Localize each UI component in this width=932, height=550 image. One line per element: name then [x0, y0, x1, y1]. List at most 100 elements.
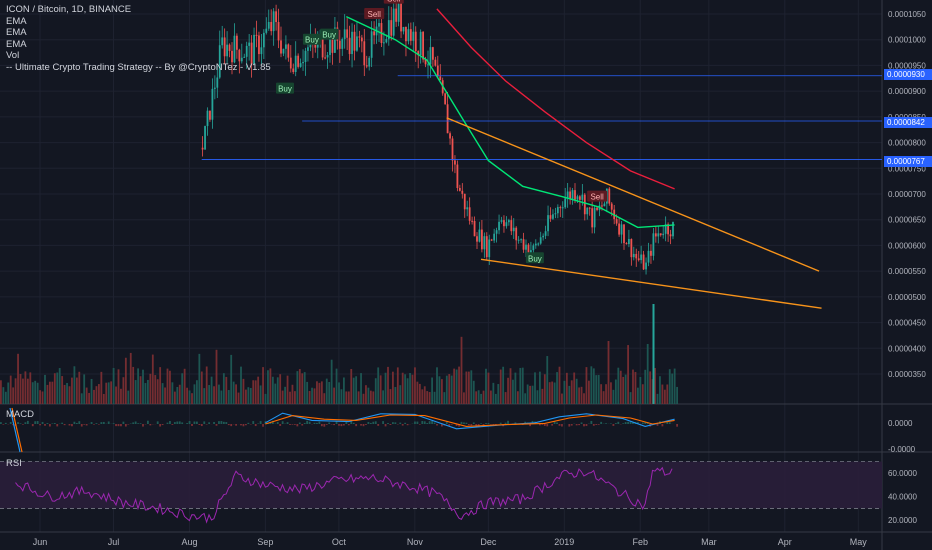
macd-histogram-bar	[83, 424, 86, 425]
volume-bar	[661, 384, 664, 404]
macd-histogram-bar	[492, 424, 495, 425]
candle-body	[451, 138, 454, 161]
legend-volume[interactable]: Vol	[6, 50, 20, 61]
volume-bar	[237, 392, 240, 404]
macd-histogram-bar	[306, 420, 309, 424]
candle-body	[449, 133, 451, 139]
macd-histogram-bar	[637, 422, 639, 424]
volume-bar	[218, 384, 220, 404]
macd-histogram-bar	[303, 422, 306, 424]
candle-body	[642, 254, 645, 270]
candle-body	[201, 147, 204, 150]
macd-histogram-bar	[463, 422, 465, 424]
macd-histogram-bar	[585, 424, 588, 427]
macd-histogram-bar	[406, 424, 409, 426]
macd-histogram-bar	[318, 421, 321, 424]
candle-body	[539, 237, 542, 244]
candle-body	[307, 47, 309, 51]
macd-histogram-bar	[147, 420, 149, 424]
volume-bar	[124, 357, 127, 404]
ema-fast-line	[346, 15, 675, 229]
macd-histogram-bar	[19, 423, 22, 424]
volume-bar	[0, 380, 2, 404]
candle-body	[640, 254, 643, 261]
candle-body	[554, 213, 557, 215]
volume-bar	[264, 393, 267, 404]
volume-bar	[36, 382, 39, 404]
volume-bar	[423, 386, 426, 404]
legend-ema-1[interactable]: EMA	[6, 15, 27, 27]
macd-histogram-bar	[362, 424, 365, 427]
rsi-pane-label[interactable]: RSI	[6, 458, 22, 469]
volume-bar	[306, 381, 309, 404]
volume-bar	[252, 380, 255, 404]
candle-body	[637, 258, 640, 261]
price-axis-label: 0.0000700	[888, 190, 926, 199]
macd-histogram-bar	[458, 424, 460, 427]
macd-histogram-bar	[193, 421, 196, 424]
volume-bar	[453, 368, 456, 404]
candle-body	[488, 239, 491, 258]
volume-bar	[362, 393, 365, 404]
macd-histogram-bar	[80, 424, 83, 427]
candle-body	[218, 45, 221, 78]
macd-histogram-bar	[656, 424, 659, 426]
macd-histogram-bar	[333, 424, 335, 426]
volume-bar	[524, 393, 527, 404]
macd-histogram-bar	[93, 424, 95, 425]
candle-body	[603, 203, 606, 207]
volume-bar	[215, 349, 218, 404]
macd-histogram-bar	[203, 421, 206, 424]
macd-pane-label[interactable]: MACD	[6, 409, 34, 420]
candle-body	[267, 21, 270, 29]
macd-histogram-bar	[17, 422, 19, 424]
volume-bar	[291, 384, 294, 404]
volume-bar	[107, 382, 110, 404]
legend-symbol[interactable]: ICON / Bitcoin, 1D, BINANCE	[6, 4, 132, 15]
macd-histogram-bar	[279, 424, 282, 426]
macd-histogram-bar	[448, 424, 451, 427]
macd-histogram-bar	[676, 424, 678, 427]
macd-histogram-bar	[377, 424, 380, 426]
legend-strategy[interactable]: -- Ultimate Crypto Trading Strategy -- B…	[6, 61, 271, 73]
volume-bar	[161, 383, 164, 404]
volume-bar	[254, 380, 257, 404]
volume-bar	[298, 369, 301, 404]
macd-histogram-bar	[328, 422, 331, 424]
candle-body	[414, 31, 417, 52]
candle-body	[407, 29, 410, 42]
macd-histogram-bar	[612, 424, 615, 426]
macd-histogram-bar	[475, 424, 478, 426]
candle-body	[534, 243, 537, 246]
legend-ema-3[interactable]: EMA	[6, 38, 27, 50]
volume-bar	[73, 366, 76, 404]
macd-histogram-bar	[661, 424, 664, 427]
candle-body	[233, 35, 236, 63]
volume-bar	[507, 377, 509, 404]
price-axis-label: 0.0000800	[888, 139, 926, 148]
candle-body	[417, 51, 420, 56]
macd-signal-line	[265, 414, 675, 427]
candle-body	[439, 76, 442, 81]
volume-bar	[53, 373, 56, 404]
volume-bar	[482, 390, 485, 404]
macd-histogram-bar	[36, 421, 39, 424]
candle-body	[549, 215, 552, 219]
volume-bar	[480, 393, 482, 404]
candle-body	[522, 239, 525, 250]
candle-body	[596, 207, 598, 210]
signal-label: Buy	[322, 31, 336, 40]
macd-histogram-bar	[213, 422, 215, 424]
volume-bar	[543, 374, 546, 404]
legend-ema-2[interactable]: EMA	[6, 27, 27, 38]
macd-histogram-bar	[340, 424, 343, 427]
volume-bar	[193, 384, 196, 404]
volume-bar	[512, 379, 514, 404]
candle-body	[387, 20, 390, 40]
candle-body	[530, 250, 532, 254]
volume-bar	[580, 386, 583, 404]
volume-bar	[463, 392, 465, 404]
macd-histogram-bar	[166, 422, 169, 424]
volume-bar	[151, 354, 154, 404]
